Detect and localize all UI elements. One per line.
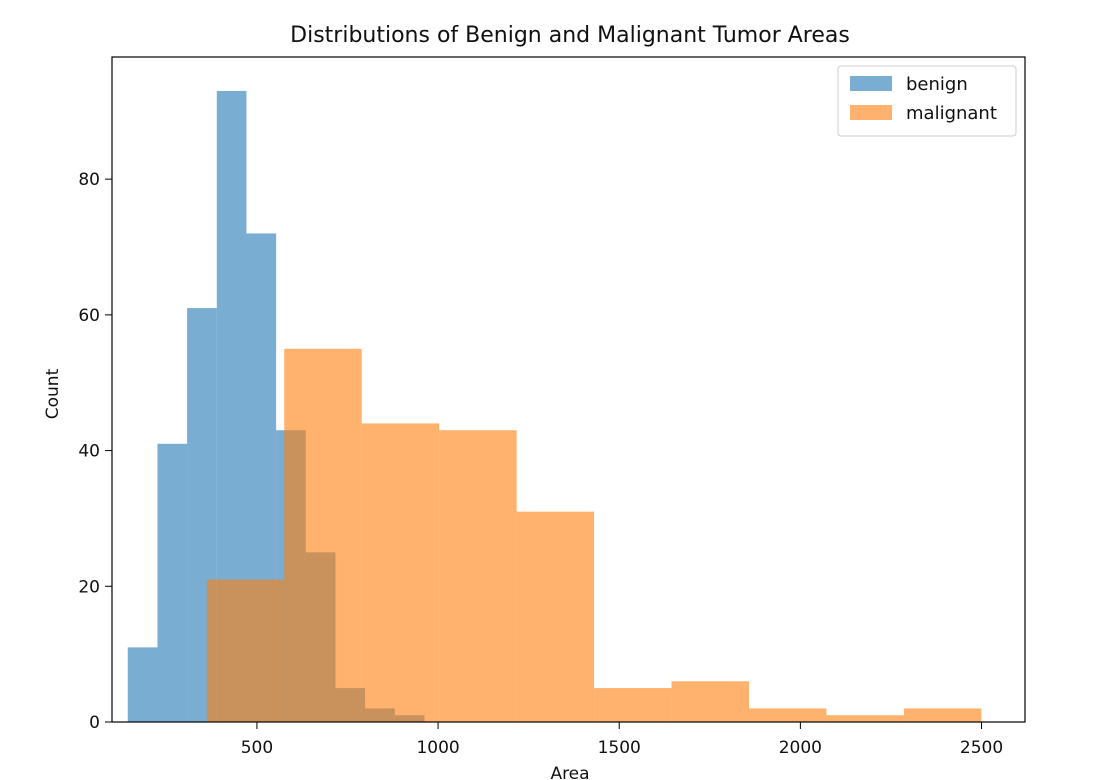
axes-group: 500 1000 1500 2000 2500 0 20 40 60 80 — [78, 56, 1026, 758]
bar-malignant-6 — [671, 681, 749, 722]
bar-malignant-2 — [361, 423, 440, 722]
y-tick-label-60: 60 — [78, 306, 100, 326]
bars-group — [127, 90, 982, 722]
x-tick-label-500: 500 — [241, 738, 273, 758]
x-tick-label-2000: 2000 — [779, 738, 822, 758]
chart-title: Distributions of Benign and Malignant Tu… — [290, 23, 850, 48]
bar-benign-0 — [127, 647, 158, 722]
legend-label-benign: benign — [906, 74, 968, 95]
x-tick-label-1500: 1500 — [598, 738, 641, 758]
x-axis-title: Area — [550, 764, 589, 780]
bar-malignant-9 — [903, 708, 982, 722]
bar-malignant-3 — [439, 430, 517, 722]
legend-label-malignant: malignant — [906, 103, 997, 124]
bar-malignant-5 — [594, 688, 672, 722]
x-tick-label-1000: 1000 — [416, 738, 459, 758]
y-tick-label-40: 40 — [78, 442, 100, 462]
bar-malignant-8 — [826, 715, 904, 722]
bar-malignant-1 — [284, 348, 362, 722]
y-tick-label-20: 20 — [78, 577, 100, 597]
bar-benign-1 — [157, 443, 188, 722]
bar-malignant-4 — [516, 511, 595, 722]
bar-malignant-0 — [206, 579, 285, 722]
y-axis-title: Count — [43, 368, 63, 419]
y-tick-label-0: 0 — [89, 713, 100, 733]
legend-swatch-malignant — [850, 105, 892, 120]
legend-swatch-benign — [850, 76, 892, 91]
y-tick-label-80: 80 — [78, 170, 100, 190]
plot-frame — [111, 56, 1026, 723]
legend: benign malignant — [837, 65, 1017, 137]
bar-malignant-7 — [748, 708, 827, 722]
x-tick-label-2500: 2500 — [960, 738, 1003, 758]
